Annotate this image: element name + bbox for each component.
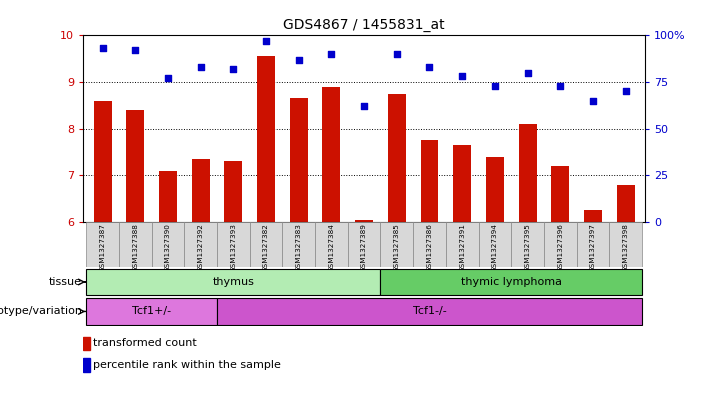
FancyBboxPatch shape bbox=[217, 222, 249, 267]
Point bbox=[260, 38, 272, 44]
Point bbox=[391, 51, 402, 57]
FancyBboxPatch shape bbox=[315, 222, 348, 267]
FancyBboxPatch shape bbox=[511, 222, 544, 267]
Text: GSM1327383: GSM1327383 bbox=[296, 223, 301, 272]
Bar bbox=[552, 166, 570, 222]
FancyBboxPatch shape bbox=[413, 222, 446, 267]
Bar bbox=[94, 101, 112, 222]
Text: GSM1327397: GSM1327397 bbox=[590, 223, 596, 272]
Bar bbox=[83, 337, 90, 350]
Text: thymic lymphoma: thymic lymphoma bbox=[461, 277, 562, 287]
Point bbox=[358, 103, 370, 109]
Bar bbox=[454, 145, 472, 222]
Point bbox=[456, 73, 468, 79]
Bar bbox=[518, 124, 536, 222]
FancyBboxPatch shape bbox=[544, 222, 577, 267]
Text: transformed count: transformed count bbox=[93, 338, 197, 348]
Text: GSM1327389: GSM1327389 bbox=[361, 223, 367, 272]
FancyBboxPatch shape bbox=[119, 222, 151, 267]
Bar bbox=[290, 98, 308, 222]
FancyBboxPatch shape bbox=[87, 298, 217, 325]
Text: GSM1327394: GSM1327394 bbox=[492, 223, 498, 272]
Point bbox=[97, 45, 108, 51]
Bar bbox=[83, 358, 90, 372]
Bar bbox=[584, 210, 602, 222]
FancyBboxPatch shape bbox=[381, 222, 413, 267]
Bar bbox=[322, 87, 340, 222]
Point bbox=[130, 47, 141, 53]
FancyBboxPatch shape bbox=[381, 269, 642, 295]
Point bbox=[162, 75, 174, 81]
Text: GSM1327385: GSM1327385 bbox=[394, 223, 400, 272]
FancyBboxPatch shape bbox=[249, 222, 283, 267]
Bar bbox=[159, 171, 177, 222]
Text: GSM1327388: GSM1327388 bbox=[132, 223, 138, 272]
Text: Tcf1-/-: Tcf1-/- bbox=[412, 307, 446, 316]
Text: GSM1327398: GSM1327398 bbox=[623, 223, 629, 272]
Bar bbox=[388, 94, 406, 222]
Point bbox=[293, 57, 304, 63]
Bar bbox=[355, 220, 373, 222]
Text: GSM1327396: GSM1327396 bbox=[557, 223, 563, 272]
Point bbox=[587, 97, 598, 104]
Text: GSM1327391: GSM1327391 bbox=[459, 223, 465, 272]
Text: GSM1327390: GSM1327390 bbox=[165, 223, 171, 272]
Point bbox=[228, 66, 239, 72]
Title: GDS4867 / 1455831_at: GDS4867 / 1455831_at bbox=[283, 18, 445, 31]
FancyBboxPatch shape bbox=[87, 269, 381, 295]
Bar bbox=[616, 185, 634, 222]
Point bbox=[620, 88, 632, 94]
Point bbox=[489, 83, 500, 89]
Bar bbox=[257, 56, 275, 222]
Text: GSM1327392: GSM1327392 bbox=[198, 223, 203, 272]
Text: GSM1327387: GSM1327387 bbox=[99, 223, 105, 272]
Bar bbox=[224, 162, 242, 222]
Text: tissue: tissue bbox=[49, 277, 82, 287]
FancyBboxPatch shape bbox=[185, 222, 217, 267]
Text: GSM1327395: GSM1327395 bbox=[525, 223, 531, 272]
Bar bbox=[420, 140, 438, 222]
Text: genotype/variation: genotype/variation bbox=[0, 307, 82, 316]
FancyBboxPatch shape bbox=[577, 222, 609, 267]
FancyBboxPatch shape bbox=[348, 222, 381, 267]
Text: GSM1327386: GSM1327386 bbox=[427, 223, 433, 272]
Text: Tcf1+/-: Tcf1+/- bbox=[132, 307, 171, 316]
FancyBboxPatch shape bbox=[446, 222, 479, 267]
Point bbox=[554, 83, 566, 89]
FancyBboxPatch shape bbox=[151, 222, 185, 267]
Text: GSM1327393: GSM1327393 bbox=[230, 223, 236, 272]
FancyBboxPatch shape bbox=[609, 222, 642, 267]
Text: GSM1327382: GSM1327382 bbox=[263, 223, 269, 272]
Bar bbox=[126, 110, 144, 222]
FancyBboxPatch shape bbox=[87, 222, 119, 267]
Text: thymus: thymus bbox=[213, 277, 255, 287]
FancyBboxPatch shape bbox=[479, 222, 511, 267]
Point bbox=[326, 51, 337, 57]
Point bbox=[522, 70, 534, 76]
Bar bbox=[192, 159, 210, 222]
Bar bbox=[486, 157, 504, 222]
FancyBboxPatch shape bbox=[217, 298, 642, 325]
Point bbox=[195, 64, 206, 70]
Text: GSM1327384: GSM1327384 bbox=[328, 223, 335, 272]
FancyBboxPatch shape bbox=[283, 222, 315, 267]
Point bbox=[424, 64, 435, 70]
Text: percentile rank within the sample: percentile rank within the sample bbox=[93, 360, 281, 370]
